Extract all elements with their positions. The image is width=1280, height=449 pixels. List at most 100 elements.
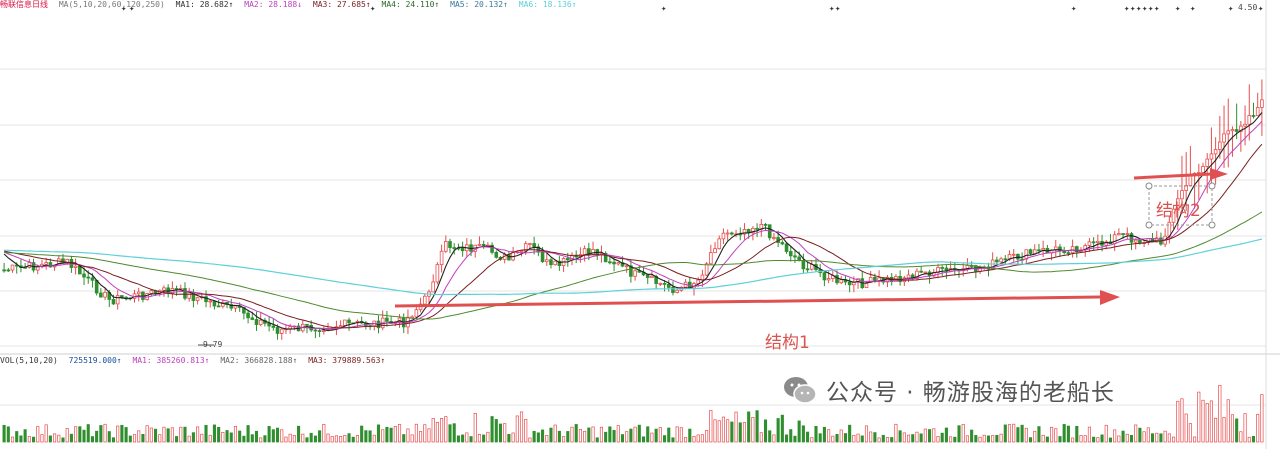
- candle-body: [1091, 241, 1096, 244]
- volume-bar: [1222, 417, 1226, 443]
- event-marker: ✦: [1071, 4, 1077, 14]
- candle-body: [78, 265, 82, 275]
- volume-bar: [646, 426, 650, 443]
- volume-bar: [705, 430, 709, 443]
- volume-bar: [1041, 434, 1045, 443]
- volume-bar: [885, 437, 890, 443]
- candle-body: [448, 241, 452, 248]
- volume-bar: [78, 426, 82, 443]
- candle-body: [1247, 115, 1252, 125]
- volume-bar: [881, 434, 885, 443]
- volume-bar: [864, 425, 869, 443]
- candle-body: [645, 274, 650, 278]
- candle-body: [477, 243, 482, 246]
- volume-bar: [31, 436, 36, 443]
- volume-bar: [225, 430, 229, 443]
- volume-bar: [629, 428, 633, 443]
- volume-bar: [196, 426, 200, 443]
- volume-bar: [10, 436, 15, 443]
- volume-bar: [949, 436, 953, 443]
- volume-bar: [806, 431, 810, 443]
- volume-bar: [305, 437, 309, 443]
- candle-body: [1239, 125, 1243, 132]
- volume-bar: [1163, 430, 1167, 443]
- volume-bar: [1125, 433, 1129, 443]
- volume-bar: [19, 435, 23, 443]
- volume-bar: [595, 437, 599, 443]
- candle-body: [195, 297, 200, 301]
- candle-body: [73, 265, 78, 268]
- volume-bar: [318, 430, 322, 443]
- volume-bar: [326, 433, 330, 443]
- volume-bar: [141, 433, 145, 443]
- candle-body: [385, 317, 389, 322]
- volume-bar: [1201, 399, 1205, 443]
- volume-bar: [797, 420, 801, 443]
- volume-bar: [103, 423, 107, 443]
- indicator-header: 畅联信息日线 MA(5,10,20,60,120,250) MA1: 28.68…: [0, 0, 583, 12]
- volume-bar: [204, 424, 208, 443]
- candle-body: [490, 244, 494, 253]
- volume-bar: [191, 432, 195, 443]
- candle-body: [1260, 99, 1264, 108]
- candle-body: [44, 262, 48, 265]
- volume-bar: [1218, 384, 1222, 443]
- volume-bar: [633, 426, 637, 443]
- event-marker: ✦: [1142, 4, 1148, 14]
- volume-bar: [852, 434, 856, 443]
- candle-body: [397, 317, 402, 323]
- watermark: 公众号 · 畅游股海的老船长: [782, 373, 1115, 407]
- candle-body: [1209, 153, 1214, 160]
- volume-bar: [986, 435, 991, 443]
- candle-body: [662, 282, 667, 285]
- candle-body: [99, 292, 103, 298]
- volume-bar: [814, 426, 818, 443]
- candle-body: [1180, 190, 1184, 200]
- volume-bar: [1075, 425, 1079, 443]
- ma10-line: [3, 121, 1263, 330]
- candle-body: [1011, 253, 1016, 256]
- candle-body: [149, 290, 154, 294]
- volume-bar: [957, 425, 961, 443]
- volume-bar: [1159, 433, 1163, 443]
- volume-bar: [789, 429, 793, 443]
- candle-body: [305, 323, 309, 326]
- candle-body: [250, 317, 255, 320]
- event-markers-group: ✦ ✦ ✦ ✦ ✦ ✦ ✦ ✦ ✦ ✦ ✦ ✦ ✦ ✦ ✦ ✦ ✦: [121, 4, 1264, 14]
- candle-body: [1175, 198, 1180, 210]
- candle-body: [1222, 133, 1226, 143]
- candle-body: [717, 238, 722, 250]
- volume-bar: [545, 434, 549, 443]
- volume-bar: [111, 437, 116, 443]
- candle-body: [452, 247, 457, 249]
- volume-bar: [482, 434, 486, 443]
- grid-lines: [0, 68, 1266, 406]
- volume-bar: [86, 424, 90, 443]
- volume-bar: [179, 426, 183, 443]
- candle-body: [532, 243, 536, 248]
- candle-body: [725, 232, 730, 235]
- volume-bar: [254, 430, 259, 443]
- volume-bar: [435, 421, 439, 443]
- volume-bar: [553, 424, 557, 443]
- candle-body: [431, 281, 435, 293]
- volume-bar: [153, 428, 158, 443]
- volume-bar: [999, 433, 1003, 443]
- volume-bar: [654, 428, 658, 443]
- candle-body: [730, 232, 734, 235]
- volume-bar: [974, 435, 978, 443]
- volume-bar: [679, 427, 683, 443]
- candle-body: [162, 287, 166, 291]
- volume-bar: [583, 430, 587, 443]
- candle-body: [709, 252, 713, 265]
- volume-bar: [1033, 430, 1037, 443]
- volume-bar: [1180, 398, 1184, 443]
- volume-bar: [444, 416, 448, 443]
- candle-body: [763, 224, 768, 226]
- event-marker: ✦: [370, 4, 376, 14]
- volume-bar: [599, 426, 604, 443]
- candle-body: [1075, 246, 1079, 253]
- volume-bar: [574, 424, 578, 443]
- volume-bar: [848, 424, 852, 443]
- candle-body: [940, 267, 944, 269]
